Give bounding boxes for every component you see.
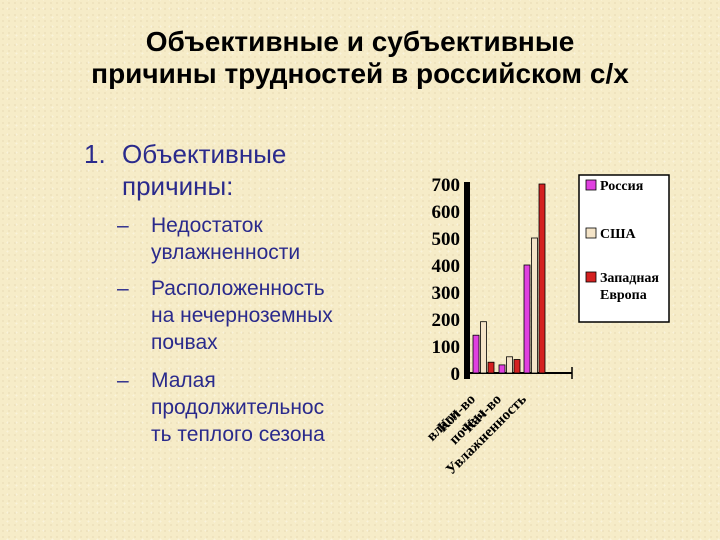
list-item-line: продолжительнос <box>151 396 325 419</box>
legend-label: США <box>600 227 636 242</box>
bar <box>498 364 506 374</box>
y-tick-label: 100 <box>432 337 461 358</box>
slide-title-line-2: причины трудностей в российском с/х <box>91 58 629 89</box>
y-tick-label: 0 <box>451 364 461 385</box>
y-tick-label: 700 <box>432 175 461 196</box>
list-item-line: увлажненности <box>151 241 301 264</box>
list-dash: – <box>117 214 129 237</box>
slide-title: Объективные и субъективные причины трудн… <box>0 26 720 90</box>
legend-swatch <box>585 227 597 239</box>
list-item-line: на нечерноземных <box>151 304 333 327</box>
heading-line-1: Объективные <box>122 139 287 169</box>
bar <box>538 183 546 374</box>
list-item-line: Расположенность <box>151 277 325 300</box>
legend-label: Европа <box>600 288 647 303</box>
bar <box>531 237 538 374</box>
bar <box>480 321 487 374</box>
y-tick-label: 600 <box>432 202 461 223</box>
y-axis-bar <box>464 182 470 379</box>
list-item-line: почвах <box>151 331 218 354</box>
bar <box>523 264 531 374</box>
list-item-line: ть теплого сезона <box>151 423 325 446</box>
bar <box>472 334 480 374</box>
heading-text: Объективные причины: <box>122 138 286 202</box>
list-dash: – <box>117 369 129 392</box>
list-number: 1. <box>84 139 106 169</box>
bar <box>487 361 495 374</box>
legend-box <box>578 174 670 323</box>
list-dash: – <box>117 277 129 300</box>
list-item-line: Недостаток <box>151 214 263 237</box>
y-tick-label: 300 <box>432 283 461 304</box>
legend-swatch <box>585 179 597 191</box>
y-tick-label: 500 <box>432 229 461 250</box>
legend-label: Западная <box>600 271 659 286</box>
slide-title-line-1: Объективные и субъективные <box>145 26 575 57</box>
legend-swatch <box>585 271 597 283</box>
bar <box>506 356 513 374</box>
list-item-line: Малая <box>151 369 216 392</box>
legend-label: Россия <box>600 179 644 194</box>
y-tick-label: 200 <box>432 310 461 331</box>
heading-line-2: причины: <box>122 171 234 201</box>
y-tick-label: 400 <box>432 256 461 277</box>
bar <box>513 359 521 374</box>
